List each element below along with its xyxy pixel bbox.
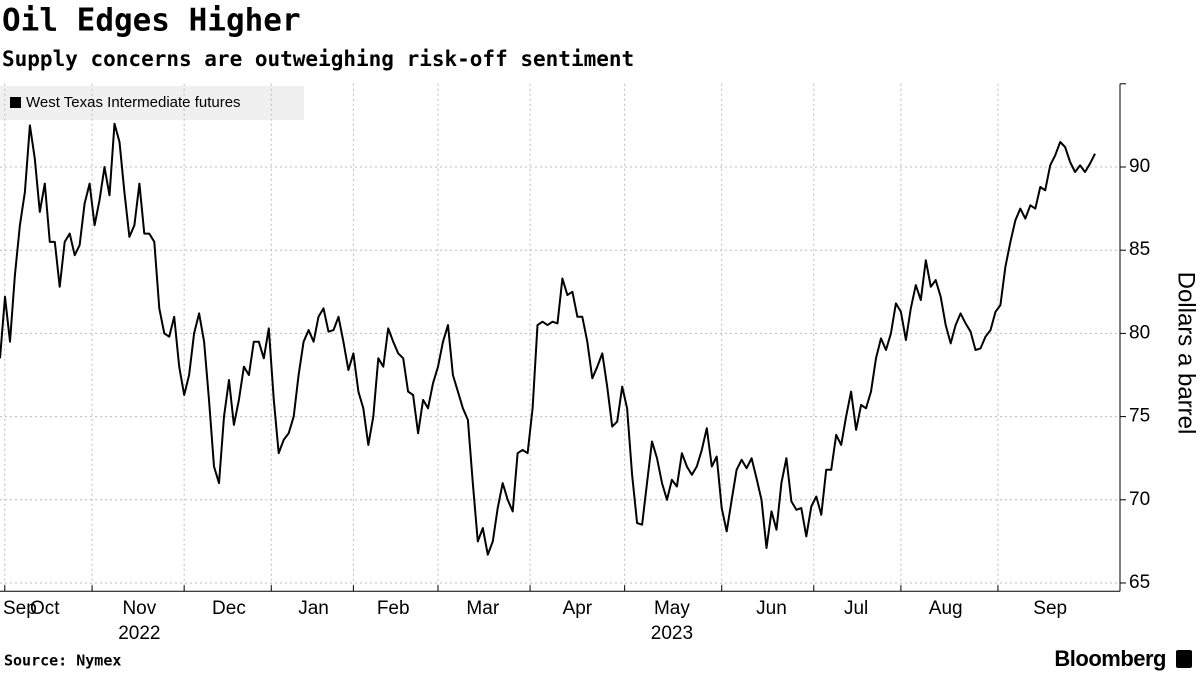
y-tick-label: 90 [1129,156,1150,177]
x-tick-label: Jul [844,598,868,619]
x-tick-label: Jan [298,598,329,619]
x-year-label: 2023 [651,623,693,644]
x-tick-label: Dec [212,598,246,619]
x-tick-label: Apr [563,598,593,619]
y-tick-label: 65 [1129,572,1150,593]
x-tick-label: Sep [3,598,37,619]
x-tick-label: Aug [929,598,963,619]
line [0,122,1096,556]
x-tick-label: Oct [30,598,60,619]
source: Source: Nymex [4,652,121,670]
chart-subtitle: Supply concerns are outweighing risk-off… [2,47,634,71]
x-tick-label: Nov [122,598,156,619]
legend-swatch [10,97,21,108]
y-tick-label: 85 [1129,239,1150,260]
x-tick-label: May [654,598,690,619]
x-tick-label: Feb [377,598,410,619]
brand: Bloomberg [1054,646,1166,671]
y-axis-label: Dollars a barrel [1173,272,1200,435]
x-tick-label: Jun [756,598,787,619]
y-tick-label: 75 [1129,406,1150,427]
x-tick-label: Sep [1033,598,1067,619]
y-tick-label: 70 [1129,489,1150,510]
brand-icon [1176,650,1192,668]
y-tick-label: 80 [1129,322,1150,343]
chart-title: Oil Edges Higher [2,3,301,39]
legend-box [0,86,304,120]
x-year-label: 2022 [118,623,160,644]
x-tick-label: Mar [466,598,499,619]
legend-label: West Texas Intermediate futures [26,94,241,111]
